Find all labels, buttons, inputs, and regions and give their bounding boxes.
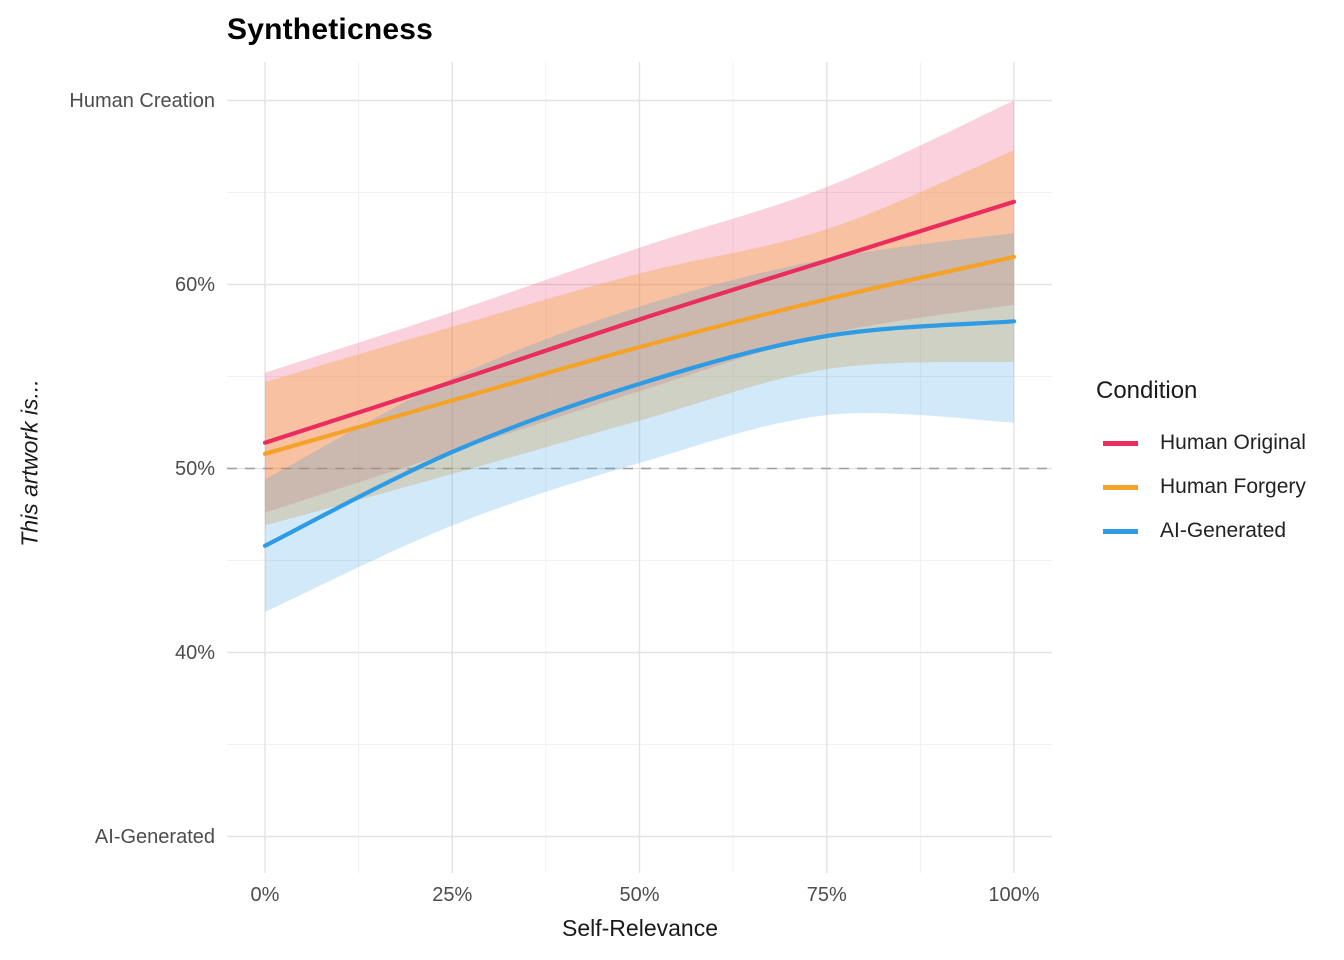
ribbon-human-forgery xyxy=(265,150,1014,526)
legend-key-line-ai-generated xyxy=(1103,528,1138,534)
legend-condition: Condition Human Original Human Forgery A… xyxy=(1096,377,1306,563)
chart-title: Syntheticness xyxy=(227,13,434,46)
legend-item-human-forgery: Human Forgery xyxy=(1103,475,1306,499)
x-tick-label-50-: 50% xyxy=(619,884,660,906)
y-tick-label-40-: 40% xyxy=(174,641,215,664)
x-tick-label-0-: 0% xyxy=(250,884,280,906)
legend-item-label: Human Original xyxy=(1160,431,1306,454)
x-tick-label-25-: 25% xyxy=(432,884,473,906)
legend-key-line-human-original xyxy=(1103,440,1138,446)
legend-item-label: AI-Generated xyxy=(1160,519,1287,542)
y-tick-label-50-: 50% xyxy=(174,457,215,480)
y-tick-label-human-creation: Human Creation xyxy=(69,89,215,112)
x-tick-label-100-: 100% xyxy=(988,884,1040,906)
line-ai-generated xyxy=(262,319,1017,548)
y-tick-label-60-: 60% xyxy=(174,273,215,296)
ribbon-human-original xyxy=(265,100,1014,513)
legend-item-ai-generated: AI-Generated xyxy=(1103,519,1306,543)
legend-item-human-original: Human Original xyxy=(1103,431,1306,455)
x-tick-label-75-: 75% xyxy=(806,884,847,906)
x-axis-title: Self-Relevance xyxy=(562,915,718,941)
legend-title: Condition xyxy=(1096,377,1198,404)
legend-item-label: Human Forgery xyxy=(1160,475,1306,498)
line-human-forgery xyxy=(262,254,1017,456)
legend-key-line-human-forgery xyxy=(1103,484,1138,490)
line-human-original xyxy=(262,199,1017,445)
ribbon-ai-generated xyxy=(265,233,1014,612)
y-tick-label-ai-generated: AI-Generated xyxy=(94,825,215,848)
